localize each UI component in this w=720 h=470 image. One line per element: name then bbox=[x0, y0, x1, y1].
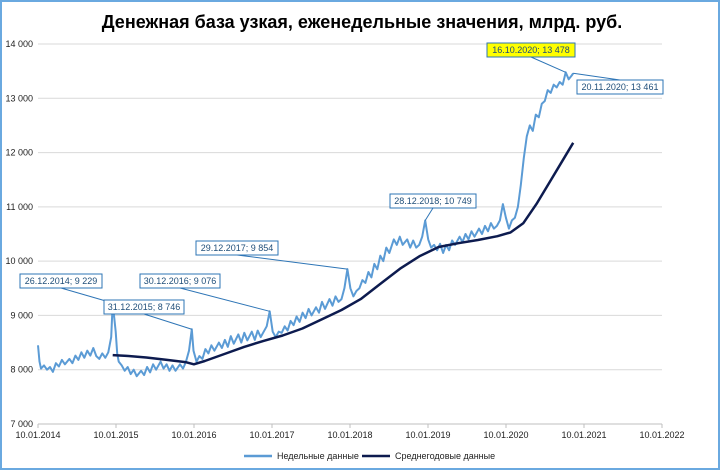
x-tick-label: 10.01.2022 bbox=[639, 430, 684, 440]
y-tick-label: 12 000 bbox=[5, 148, 33, 158]
y-tick-label: 8 000 bbox=[10, 365, 33, 375]
y-tick-label: 13 000 bbox=[5, 93, 33, 103]
y-tick-label: 11 000 bbox=[6, 202, 33, 212]
x-tick-label: 10.01.2021 bbox=[561, 430, 606, 440]
legend-label-weekly: Недельные данные bbox=[277, 451, 359, 461]
annotation-label: 26.12.2014; 9 229 bbox=[25, 276, 98, 286]
annotation-leader bbox=[236, 254, 348, 270]
annotation-leader bbox=[530, 56, 566, 73]
series-line-average bbox=[112, 142, 575, 366]
annotation-label: 20.11.2020; 13 461 bbox=[582, 82, 659, 92]
annotation-box bbox=[103, 299, 185, 315]
annotations: 26.12.2014; 9 229 31.12.2015; 8 746 30.12.… bbox=[19, 42, 664, 330]
x-tick-label: 10.01.2020 bbox=[483, 430, 528, 440]
annotation-leader bbox=[424, 207, 434, 221]
series-line-weekly bbox=[37, 71, 575, 378]
gridlines bbox=[38, 43, 662, 371]
y-axis-ticks: 7 000 8 000 9 000 10 000 11 000 12 000 13 000 1… bbox=[5, 39, 33, 429]
y-tick-label: 14 000 bbox=[5, 39, 33, 49]
x-tick-label: 10.01.2015 bbox=[93, 430, 138, 440]
x-tick-label: 10.01.2017 bbox=[249, 430, 294, 440]
x-tick-label: 10.01.2018 bbox=[327, 430, 372, 440]
annotation-label: 29.12.2017; 9 854 bbox=[201, 243, 274, 253]
legend-label-average: Среднегодовые данные bbox=[395, 451, 495, 461]
annotation-box bbox=[195, 240, 279, 256]
annotation-box bbox=[139, 273, 221, 289]
y-tick-label: 7 000 bbox=[10, 419, 33, 429]
x-tick-label: 10.01.2019 bbox=[405, 430, 450, 440]
annotation-label: 30.12.2016; 9 076 bbox=[144, 276, 217, 286]
annotation-leader bbox=[573, 72, 621, 81]
annotation-box bbox=[576, 79, 664, 95]
annotation-box bbox=[486, 42, 576, 58]
annotation-label: 31.12.2015; 8 746 bbox=[108, 302, 181, 312]
annotation-box bbox=[19, 273, 103, 289]
legend: Недельные данные Среднегодовые данные bbox=[244, 451, 495, 461]
chart-title: Денежная база узкая, еженедельные значен… bbox=[102, 12, 622, 32]
annotation-box bbox=[389, 193, 477, 209]
annotation-label: 28.12.2018; 10 749 bbox=[394, 196, 472, 206]
x-tick-label: 10.01.2014 bbox=[15, 430, 60, 440]
series-lines bbox=[37, 71, 575, 378]
annotation-label: 16.10.2020; 13 478 bbox=[492, 45, 570, 55]
y-tick-label: 10 000 bbox=[5, 256, 33, 266]
annotation-leader bbox=[143, 313, 192, 330]
x-tick-label: 10.01.2016 bbox=[171, 430, 216, 440]
x-axis-ticks: 10.01.2014 10.01.2015 10.01.2016 10.01.2017… bbox=[15, 424, 685, 440]
annotation-leader bbox=[179, 287, 270, 312]
y-tick-label: 9 000 bbox=[10, 310, 33, 320]
